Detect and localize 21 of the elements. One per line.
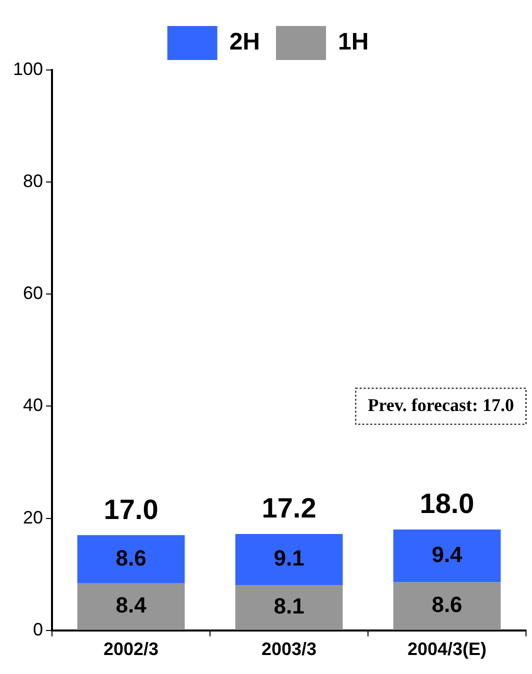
data-label: 8.1 — [274, 594, 304, 619]
y-tick-label: 0 — [33, 619, 44, 640]
annotation: Prev. forecast: 17.0 — [368, 394, 514, 415]
legend-label: 2H — [229, 28, 260, 56]
y-tick-label: 20 — [23, 507, 44, 528]
data-label: 8.6 — [432, 592, 462, 618]
legend-label: 1H — [338, 28, 369, 56]
total-label: 17.2 — [262, 492, 316, 524]
x-tick-label: 2002/3 — [103, 639, 159, 660]
y-tick-label: 40 — [23, 395, 44, 416]
data-label: 8.6 — [116, 545, 146, 570]
data-label: 8.4 — [116, 592, 148, 618]
data-label: 9.4 — [432, 542, 464, 567]
y-tick-label: 100 — [12, 58, 44, 79]
x-tick-label: 2004/3(E) — [407, 639, 487, 660]
y-tick-label: 80 — [23, 171, 44, 192]
total-label: 18.0 — [420, 488, 474, 520]
data-label: 9.1 — [274, 546, 304, 571]
x-tick-label: 2003/3 — [261, 639, 317, 660]
total-label: 17.0 — [104, 494, 158, 525]
y-tick-label: 60 — [23, 283, 44, 304]
